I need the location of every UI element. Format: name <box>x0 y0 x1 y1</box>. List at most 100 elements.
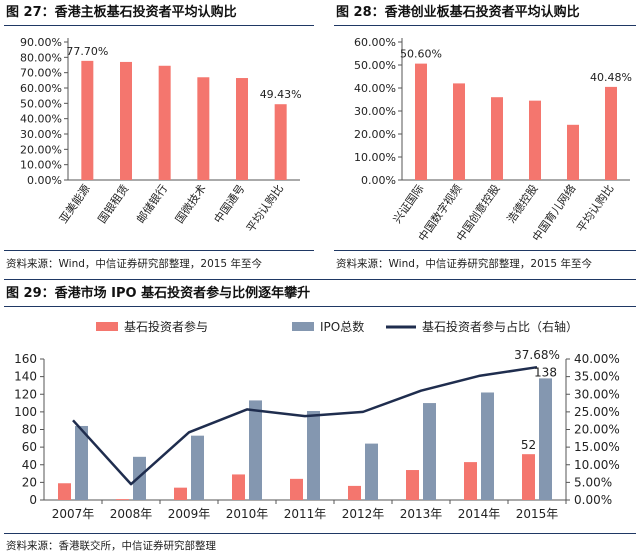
bar <box>567 124 579 180</box>
x-tick-label: 2013年 <box>400 507 443 521</box>
fig29-title: 图 29：香港市场 IPO 基石投资者参与比例逐年攀升 <box>6 286 311 301</box>
y-tick-label: 30.00% <box>20 128 62 141</box>
y2-tick-label: 25.00% <box>574 405 620 419</box>
category-label: 国银租赁 <box>95 182 132 226</box>
y2-tick-label: 5.00% <box>574 475 612 489</box>
fig28-source: 资料来源：Wind，中信证券研究部整理，2015 年至今 <box>336 258 592 270</box>
legend-label: 基石投资者参与 <box>124 319 208 334</box>
bar <box>491 97 503 180</box>
bar-participation <box>116 499 129 500</box>
category-label: 平均认购比 <box>573 182 616 235</box>
y-tick-label: 0.00% <box>27 174 62 187</box>
y2-tick-label: 0.00% <box>574 493 612 507</box>
bar <box>236 78 248 180</box>
category-label: 亚美能源 <box>56 182 93 226</box>
bar-participation <box>406 470 419 500</box>
y-tick-label: 80.00% <box>20 51 62 64</box>
fig29-title-rule <box>4 306 636 307</box>
chart-fig27: 0.00% 10.00% 20.00% 30.00% 40.00% 50.00% 60.00… <box>20 36 302 235</box>
bar-ipo-total <box>133 456 146 500</box>
bar-participation <box>522 454 535 500</box>
bar <box>197 77 210 180</box>
data-label: 40.48% <box>590 71 632 84</box>
y-tick-label: 60 <box>22 440 37 454</box>
x-tick-label: 2007年 <box>52 507 95 521</box>
fig27-source: 资料来源：Wind，中信证券研究部整理，2015 年至今 <box>6 258 262 270</box>
bar <box>81 60 94 180</box>
fig27-source-rule <box>4 250 314 251</box>
fig28-title: 图 28：香港创业板基石投资者平均认购比 <box>336 5 580 20</box>
bar <box>274 104 287 180</box>
chart-fig29: 基石投资者参与 IPO总数 基石投资者参与占比（右轴） 0 20 40 60 80 100 120… <box>14 319 620 521</box>
y-tick-label: 70.00% <box>20 67 62 80</box>
legend-swatch <box>292 322 314 331</box>
bar <box>453 83 465 180</box>
bar <box>605 86 617 180</box>
bar-ipo-total <box>191 435 204 500</box>
bar <box>529 100 541 180</box>
fig27-title-rule <box>4 25 314 26</box>
bar-participation <box>290 478 303 500</box>
y2-tick-label: 40.00% <box>574 352 620 366</box>
bar-ipo-total <box>539 378 552 500</box>
y-tick-label: 20.00% <box>20 143 62 156</box>
legend-swatch <box>96 322 118 331</box>
bar-participation <box>464 462 477 500</box>
bar-ipo-total <box>423 403 436 500</box>
bar-ipo-total <box>249 400 262 500</box>
y-tick-label: 90.00% <box>20 36 62 49</box>
fig28-title-rule <box>334 25 636 26</box>
x-tick-label: 2010年 <box>226 507 269 521</box>
data-label: 77.70% <box>66 45 108 58</box>
data-label: 49.43% <box>260 88 302 101</box>
y-tick-label: 80 <box>22 423 37 437</box>
y-tick-label: 160 <box>14 352 37 366</box>
y-tick-label: 60.00% <box>20 82 62 95</box>
x-tick-label: 2009年 <box>168 507 211 521</box>
bar-participation <box>232 474 245 500</box>
y2-tick-label: 15.00% <box>574 440 620 454</box>
y-tick-label: 20 <box>22 475 37 489</box>
y-tick-label: 0 <box>29 493 37 507</box>
y-tick-label: 10.00% <box>354 151 396 164</box>
y2-tick-label: 20.00% <box>574 423 620 437</box>
bar-participation <box>58 483 71 500</box>
bar-ipo-total <box>75 425 88 500</box>
y-tick-label: 30.00% <box>354 105 396 118</box>
y-tick-label: 120 <box>14 387 37 401</box>
category-label: 中国通号 <box>212 182 248 225</box>
y-tick-label: 60.00% <box>354 36 396 49</box>
data-label-ipo-2015: 138 <box>534 365 557 379</box>
y-tick-label: 140 <box>14 370 37 384</box>
y-tick-label: 0.00% <box>361 174 396 187</box>
x-tick-label: 2008年 <box>110 507 153 521</box>
bar <box>158 65 171 180</box>
bar <box>415 63 427 181</box>
bar-participation <box>174 487 187 500</box>
y-tick-label: 40.00% <box>20 113 62 126</box>
y2-tick-label: 10.00% <box>574 458 620 472</box>
y-tick-label: 50.00% <box>20 97 62 110</box>
fig29-source-rule <box>4 533 636 534</box>
x-tick-label: 2012年 <box>342 507 385 521</box>
bar-ipo-total <box>481 392 494 500</box>
bar-ipo-total <box>365 443 378 500</box>
y-tick-label: 50.00% <box>354 59 396 72</box>
bar-ipo-total <box>307 410 320 500</box>
data-label: 50.60% <box>400 48 442 61</box>
ratio-line <box>72 365 538 486</box>
y2-tick-label: 35.00% <box>574 370 620 384</box>
x-tick-label: 2015年 <box>516 507 559 521</box>
y-tick-label: 40 <box>22 458 37 472</box>
x-tick-label: 2014年 <box>458 507 501 521</box>
fig28-source-rule <box>334 250 636 251</box>
data-label-ratio-2015: 37.68% <box>514 348 560 362</box>
category-label: 邮储银行 <box>133 182 170 226</box>
y-tick-label: 20.00% <box>354 128 396 141</box>
category-label: 平均认购比 <box>243 182 286 235</box>
category-label: 兴证国际 <box>391 182 427 225</box>
category-label: 浩德控股 <box>504 182 541 226</box>
y-tick-label: 40.00% <box>354 82 396 95</box>
fig27-title: 图 27：香港主板基石投资者平均认购比 <box>6 5 237 20</box>
chart-fig28: 0.00% 10.00% 20.00% 30.00% 40.00% 50.00% 60.00… <box>354 36 632 244</box>
